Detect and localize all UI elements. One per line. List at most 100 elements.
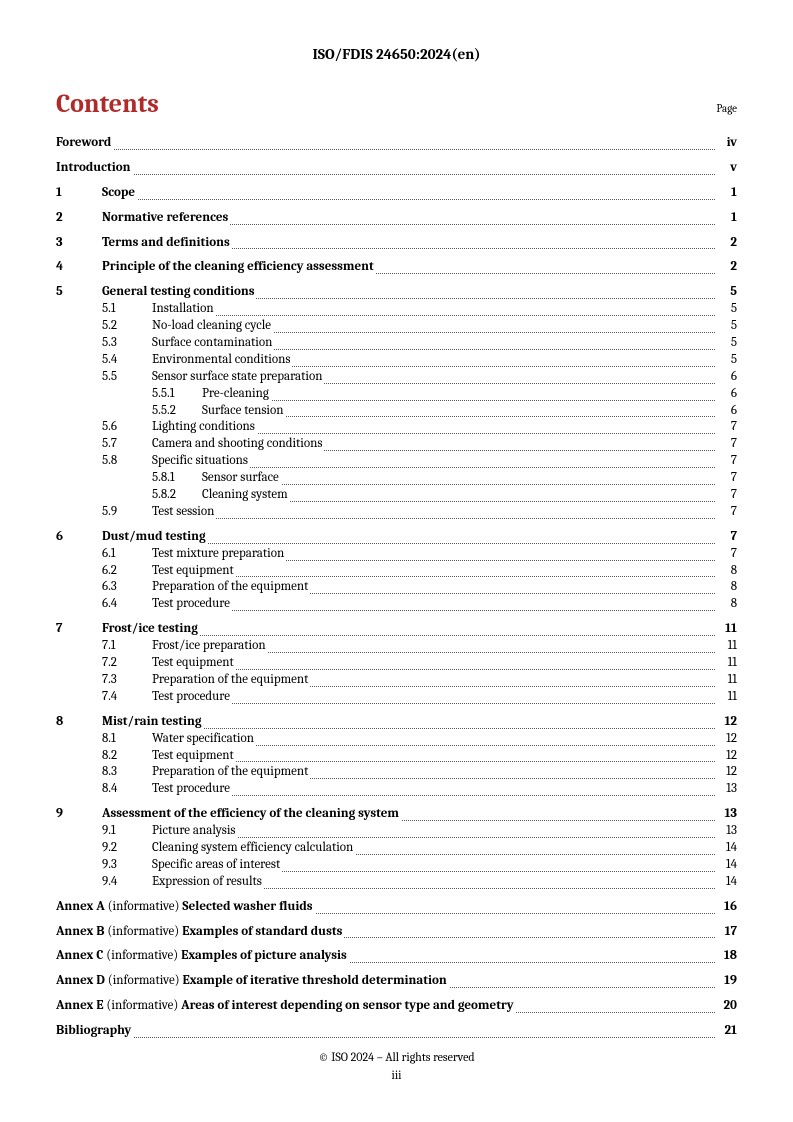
toc-title-text: Frost/ice testing — [102, 621, 200, 636]
toc-entry-annex: Annex B (informative) Examples of standa… — [56, 924, 737, 941]
toc-title-text: Test session — [152, 504, 216, 519]
toc-page-number: 2 — [715, 235, 737, 252]
toc-title-text: Installation — [152, 301, 216, 316]
toc-number: 8.2 — [102, 748, 152, 765]
toc-title-text: Sensor surface — [202, 470, 281, 485]
toc-page-number: 11 — [715, 621, 737, 638]
toc-page-number: 14 — [715, 874, 737, 891]
toc-number: 2 — [56, 210, 102, 227]
toc-title-cell: Terms and definitions — [102, 235, 715, 252]
footer-copyright: © ISO 2024 – All rights reserved — [0, 1050, 793, 1064]
toc-entry-sub: 5.6Lighting conditions7 — [56, 419, 737, 436]
toc-entry-sub: 5.3Surface contamination5 — [56, 335, 737, 352]
toc-title-cell: Preparation of the equipment — [152, 764, 715, 781]
toc-page-number: 6 — [715, 386, 737, 403]
toc-entry-main: 2Normative references1 — [56, 210, 737, 227]
toc-title-text: Specific situations — [152, 453, 250, 468]
toc-page-number: 5 — [715, 352, 737, 369]
toc-entry-sub: 5.5Sensor surface state preparation6 — [56, 369, 737, 386]
toc-page-number: iv — [715, 135, 737, 152]
toc-number: 5.7 — [102, 436, 152, 453]
toc-entry-sub: 8.1Water specification12 — [56, 731, 737, 748]
toc-title-text: Test procedure — [152, 596, 232, 611]
toc-page-number: 7 — [715, 419, 737, 436]
toc-title-text: Picture analysis — [152, 823, 238, 838]
toc-entry-sub: 5.4Environmental conditions5 — [56, 352, 737, 369]
toc-title-text: Assessment of the efficiency of the clea… — [102, 806, 401, 821]
toc-title-text: No-load cleaning cycle — [152, 318, 273, 333]
toc-title-text: Test equipment — [152, 655, 236, 670]
toc-page-number: 2 — [715, 259, 737, 276]
toc-title-text: Test mixture preparation — [152, 546, 286, 561]
toc-title-cell: Assessment of the efficiency of the clea… — [102, 806, 715, 823]
toc-title-text: General testing conditions — [102, 284, 256, 299]
toc-title-cell: Foreword — [56, 135, 715, 152]
toc-title-cell: Test equipment — [152, 748, 715, 765]
toc-page-number: v — [715, 160, 737, 177]
toc-page-number: 7 — [715, 470, 737, 487]
toc-entry-main: 7Frost/ice testing11 — [56, 621, 737, 638]
contents-title: Contents — [56, 89, 159, 119]
toc-title-text: Annex B (informative) Examples of standa… — [56, 924, 344, 939]
toc-number: 9 — [56, 806, 102, 823]
toc-page-number: 1 — [715, 210, 737, 227]
toc-title-text: Preparation of the equipment — [152, 672, 310, 687]
page-footer: © ISO 2024 – All rights reserved iii — [0, 1050, 793, 1082]
toc-title-cell: Surface contamination — [152, 335, 715, 352]
toc-page-number: 7 — [715, 504, 737, 521]
toc-entry-annex: Annex A (informative) Selected washer fl… — [56, 899, 737, 916]
toc-page-number: 18 — [715, 948, 737, 965]
toc-entry-sub: 6.4Test procedure8 — [56, 596, 737, 613]
toc-page-number: 11 — [715, 672, 737, 689]
toc-entry-sub: 6.3Preparation of the equipment8 — [56, 579, 737, 596]
toc-entry-sub: 5.2No-load cleaning cycle5 — [56, 318, 737, 335]
toc-page-number: 5 — [715, 335, 737, 352]
toc-title-text: Annex C (informative) Examples of pictur… — [56, 948, 349, 963]
toc-title-cell: Cleaning system efficiency calculation — [152, 840, 715, 857]
toc-entry-main: 5General testing conditions5 — [56, 284, 737, 301]
toc-entry-sub: 8.3Preparation of the equipment12 — [56, 764, 737, 781]
toc-number: 5.6 — [102, 419, 152, 436]
toc-title-cell: Frost/ice preparation — [152, 638, 715, 655]
toc-block: 4Principle of the cleaning efficiency as… — [56, 259, 737, 276]
toc-page-number: 8 — [715, 579, 737, 596]
toc-title-text: Surface tension — [202, 403, 286, 418]
toc-title-cell: Sensor surface state preparation — [152, 369, 715, 386]
toc-block: 5General testing conditions55.1Installat… — [56, 284, 737, 520]
toc-title-cell: Introduction — [56, 160, 715, 177]
toc-number: 9.2 — [102, 840, 152, 857]
toc-page-number: 6 — [715, 369, 737, 386]
toc-number: 5.8 — [102, 453, 152, 470]
toc-entry-main: 6Dust/mud testing7 — [56, 529, 737, 546]
toc-number: 7.3 — [102, 672, 152, 689]
toc-entry-main: 8Mist/rain testing12 — [56, 714, 737, 731]
toc-number: 8.4 — [102, 781, 152, 798]
toc-page-number: 13 — [715, 806, 737, 823]
toc-title-cell: Annex D (informative) Example of iterati… — [56, 973, 715, 990]
toc-entry-annex: Annex C (informative) Examples of pictur… — [56, 948, 737, 965]
toc-entry-subsub: 5.8.2Cleaning system7 — [56, 487, 737, 504]
toc-page-number: 7 — [715, 546, 737, 563]
toc-entry-sub: 6.2Test equipment8 — [56, 563, 737, 580]
toc-number: 6.1 — [102, 546, 152, 563]
toc-title-text: Cleaning system — [202, 487, 290, 502]
toc-page-number: 1 — [715, 185, 737, 202]
toc-title-text: Test procedure — [152, 781, 232, 796]
toc-title-text: Introduction — [56, 160, 133, 175]
toc-block: Bibliography21 — [56, 1023, 737, 1040]
toc-title-text: Scope — [102, 185, 137, 200]
toc-page-number: 7 — [715, 487, 737, 504]
toc-page-number: 14 — [715, 857, 737, 874]
toc-number: 6 — [56, 529, 102, 546]
toc-number: 8.3 — [102, 764, 152, 781]
toc-title-cell: Specific situations — [152, 453, 715, 470]
toc-number: 5.5 — [102, 369, 152, 386]
toc-entry-sub: 8.4Test procedure13 — [56, 781, 737, 798]
toc-number: 5.3 — [102, 335, 152, 352]
toc-entry-plain: Forewordiv — [56, 135, 737, 152]
toc-entry-main: 9Assessment of the efficiency of the cle… — [56, 806, 737, 823]
toc-title-cell: Environmental conditions — [152, 352, 715, 369]
page-column-label: Page — [716, 102, 737, 115]
toc-entry-subsub: 5.8.1Sensor surface7 — [56, 470, 737, 487]
toc-number: 1 — [56, 185, 102, 202]
